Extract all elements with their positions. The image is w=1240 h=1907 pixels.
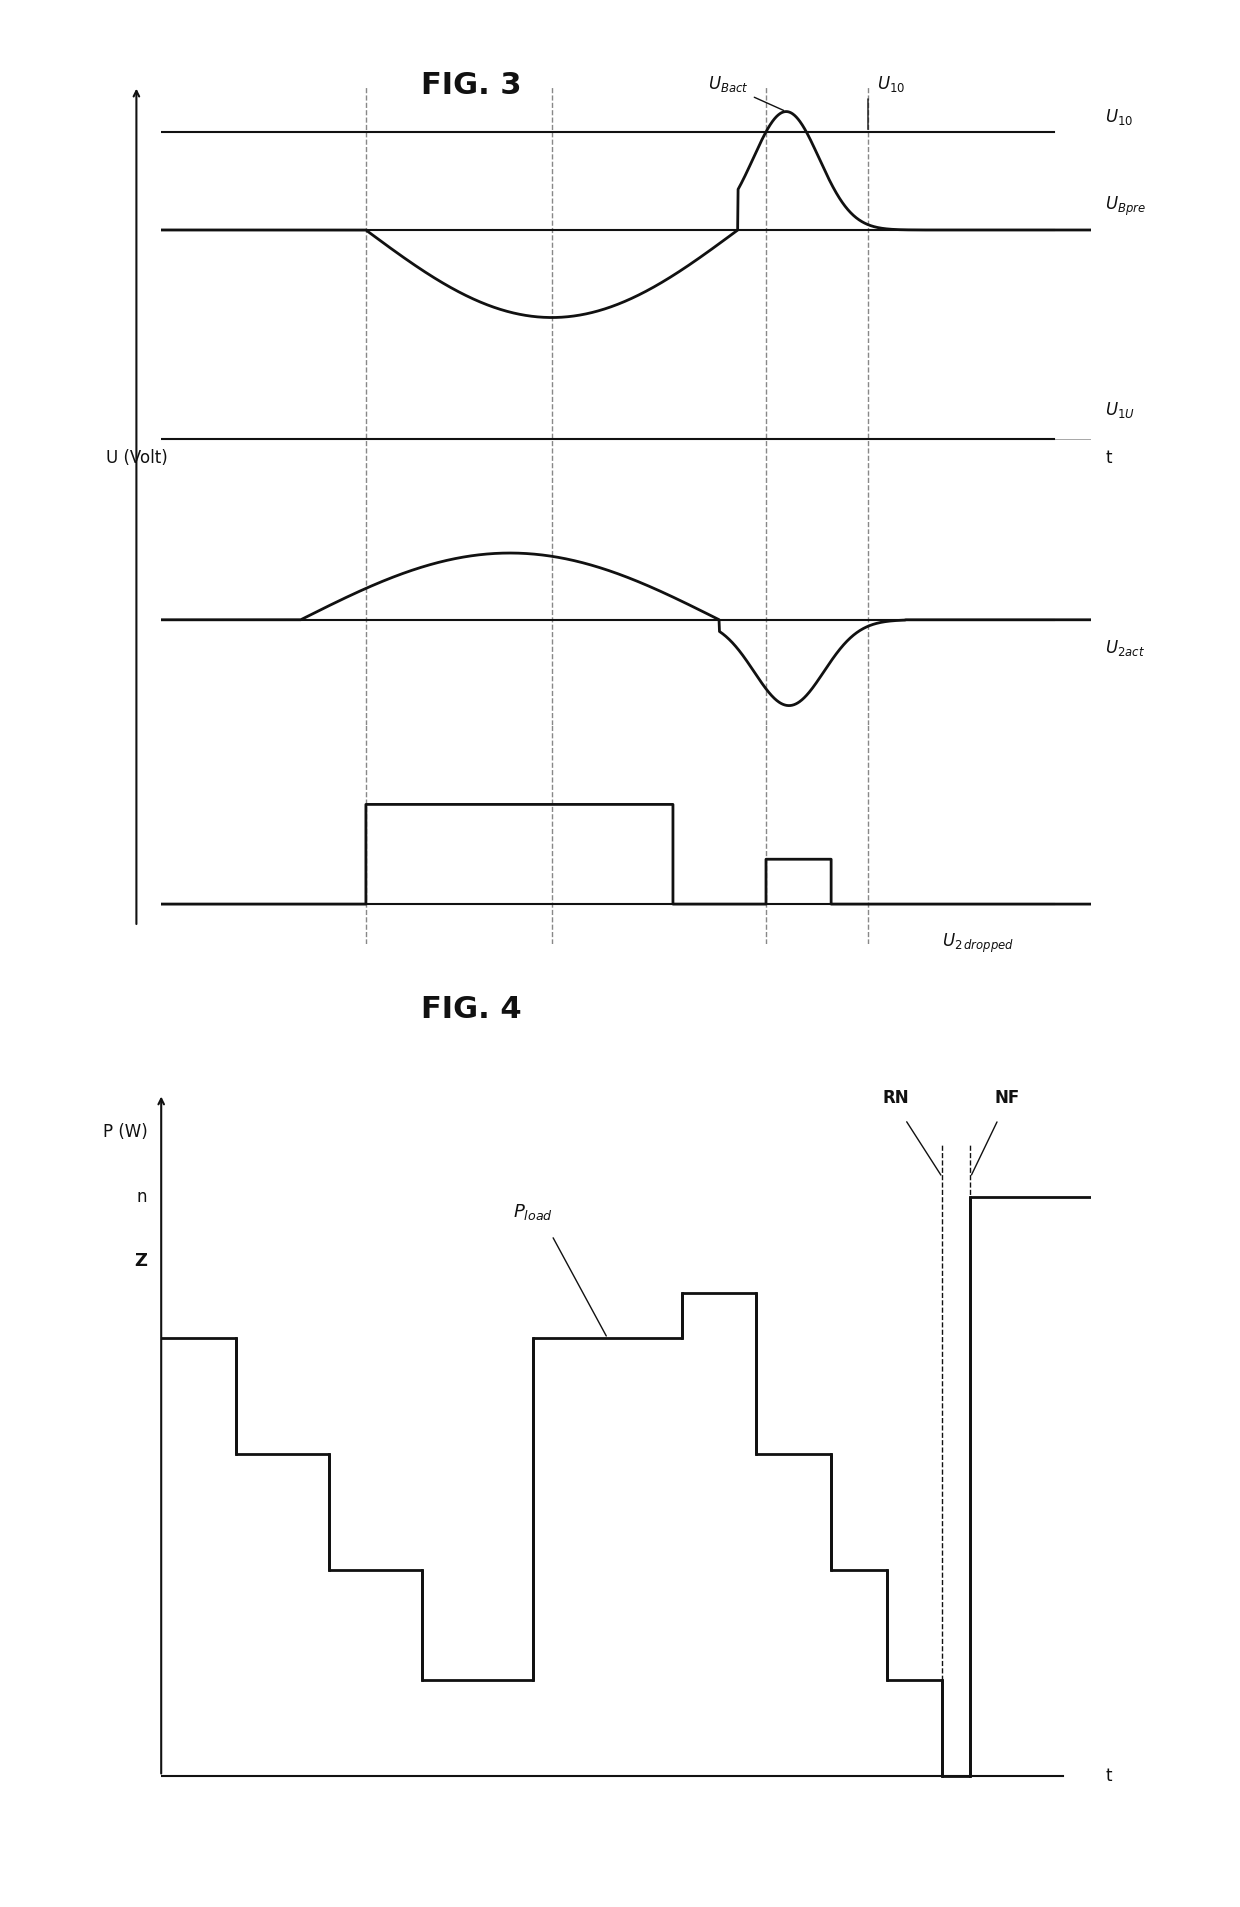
Text: P (W): P (W) <box>103 1123 148 1140</box>
Text: U (Volt): U (Volt) <box>105 448 167 467</box>
Text: $U_{10}$: $U_{10}$ <box>1105 107 1133 128</box>
Text: $U_{Bpre}$: $U_{Bpre}$ <box>1105 195 1146 217</box>
Text: t: t <box>1105 1768 1111 1785</box>
Text: Z: Z <box>134 1253 148 1270</box>
Text: t: t <box>1105 448 1111 467</box>
Text: FIG. 3: FIG. 3 <box>420 71 522 99</box>
Text: n: n <box>136 1188 148 1205</box>
Text: $U_{1U}$: $U_{1U}$ <box>1105 400 1135 420</box>
Text: $U_{2act}$: $U_{2act}$ <box>1105 639 1146 658</box>
Text: $P_{load}$: $P_{load}$ <box>513 1203 553 1222</box>
Text: $U_{2\,dropped}$: $U_{2\,dropped}$ <box>942 933 1014 955</box>
Text: $U_{Bact}$: $U_{Bact}$ <box>708 74 749 93</box>
Text: $U_{10}$: $U_{10}$ <box>878 74 905 93</box>
Text: RN: RN <box>883 1089 909 1106</box>
Text: NF: NF <box>994 1089 1021 1106</box>
Text: FIG. 4: FIG. 4 <box>420 995 522 1024</box>
